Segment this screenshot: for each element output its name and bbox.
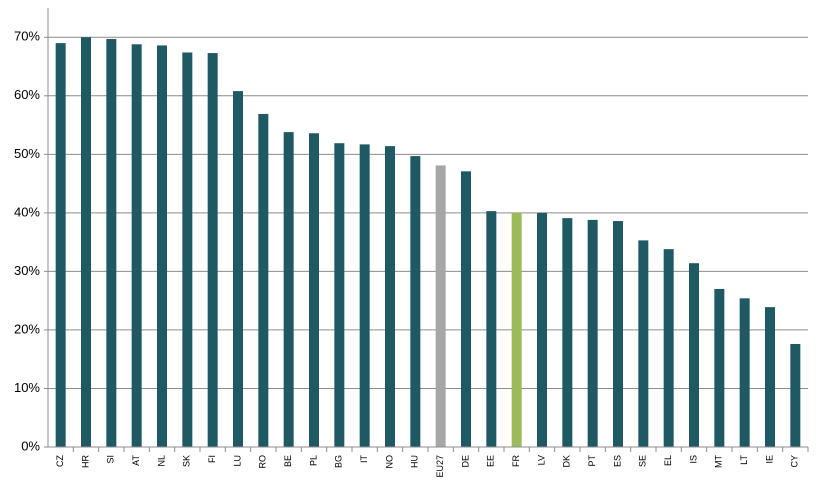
bar <box>106 39 117 447</box>
y-tick-label: 30% <box>14 263 40 278</box>
bar <box>233 91 243 447</box>
y-tick-label: 50% <box>14 146 40 161</box>
y-tick-label: 10% <box>14 380 40 395</box>
x-tick-label: SK <box>182 455 192 467</box>
x-tick-label: LT <box>739 455 749 465</box>
bar <box>562 218 573 447</box>
y-tick-label: 60% <box>14 87 40 102</box>
bar <box>739 298 750 447</box>
x-tick-label: IE <box>764 455 774 464</box>
x-tick-label: NO <box>384 455 394 469</box>
bar <box>309 133 319 447</box>
x-tick-label: NL <box>156 455 166 467</box>
x-tick-label: IT <box>359 454 369 463</box>
bar <box>714 288 725 447</box>
bar <box>511 212 522 447</box>
x-tick-label: AT <box>131 455 141 466</box>
x-tick-label: IS <box>688 455 698 464</box>
x-tick-label: DK <box>562 455 572 468</box>
x-tick-label: HU <box>410 455 420 468</box>
y-tick-label: 70% <box>14 29 40 44</box>
bar <box>613 221 623 447</box>
bar <box>359 144 370 447</box>
x-tick-label: LV <box>536 455 546 465</box>
bar <box>537 212 547 447</box>
bar <box>55 43 66 448</box>
bar <box>689 263 699 447</box>
x-tick-label: ES <box>612 455 622 467</box>
bar <box>157 45 167 447</box>
bar <box>283 132 294 447</box>
x-tick-label: BG <box>334 455 344 468</box>
x-tick-label: MT <box>714 455 724 468</box>
x-tick-label: FI <box>207 455 217 463</box>
x-tick-label: EL <box>663 455 673 466</box>
x-tick-label: EU27 <box>435 455 445 478</box>
y-tick-label: 0% <box>21 438 40 453</box>
bar <box>410 156 421 447</box>
x-tick-label: BE <box>283 455 293 467</box>
x-tick-label: CZ <box>55 455 65 467</box>
x-tick-label: HR <box>80 455 90 468</box>
x-tick-label: PL <box>308 455 318 466</box>
bar <box>131 44 142 447</box>
x-tick-label: SE <box>638 455 648 467</box>
x-tick-label: FR <box>511 455 521 467</box>
bar <box>587 219 598 447</box>
bar <box>486 211 497 447</box>
bar <box>258 113 269 447</box>
x-tick-label: CY <box>790 455 800 468</box>
x-tick-label: DE <box>460 455 470 468</box>
x-tick-label: PT <box>587 455 597 467</box>
bar <box>81 37 91 448</box>
bar <box>790 343 801 447</box>
bar <box>765 307 775 447</box>
bar <box>663 249 674 447</box>
x-tick-label: LU <box>232 455 242 467</box>
y-tick-label: 40% <box>14 204 40 219</box>
x-tick-label: SI <box>106 455 116 464</box>
bar <box>461 171 471 448</box>
bar <box>207 53 218 447</box>
x-tick-label: RO <box>258 455 268 469</box>
bar <box>385 146 395 447</box>
bar <box>182 52 193 448</box>
bar <box>334 143 345 447</box>
bar <box>638 240 649 447</box>
bar <box>435 165 446 448</box>
x-tick-label: EE <box>486 455 496 467</box>
y-tick-label: 20% <box>14 321 40 336</box>
